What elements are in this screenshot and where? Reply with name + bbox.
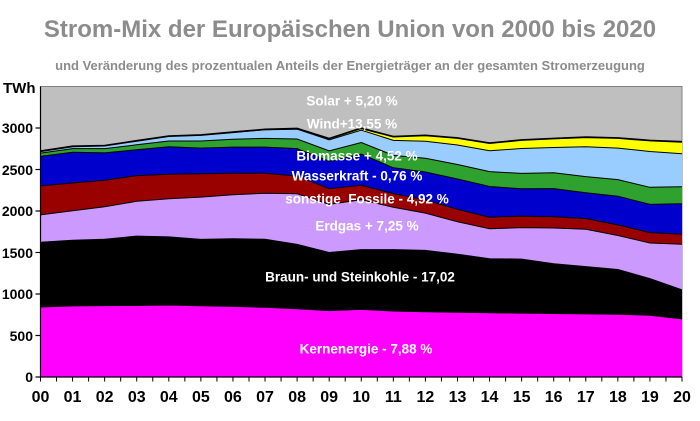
chart-title: Strom-Mix der Europäischen Union von 200… <box>43 16 657 43</box>
series-label-wind: Wind+13,55 % <box>306 116 398 132</box>
x-tick-label: 03 <box>127 389 146 406</box>
area-sonstige-fossile <box>40 173 682 245</box>
y-tick-label: 0 <box>25 369 33 385</box>
x-tick-label: 11 <box>384 389 402 406</box>
y-tick-label: 1000 <box>1 286 33 302</box>
x-tick-label: 04 <box>159 389 178 406</box>
y-tick-label: 500 <box>9 327 33 344</box>
series-label-sonstige-fossile: sonstige Fossile - 4,92 % <box>285 191 449 207</box>
x-tick-label: 15 <box>512 389 531 406</box>
x-tick-label: 02 <box>95 389 114 406</box>
series-label-solar: Solar + 5,20 % <box>306 93 398 109</box>
boundary-erdgas <box>40 192 683 245</box>
y-tick-label: 3000 <box>1 120 33 136</box>
x-tick-label: 16 <box>544 389 563 406</box>
x-tick-label: 00 <box>31 389 50 406</box>
x-tick-label: 07 <box>256 389 274 406</box>
area-solar <box>40 128 682 154</box>
x-tick-label: 14 <box>480 389 499 406</box>
area-erdgas <box>40 193 682 290</box>
area-biomasse <box>40 138 682 205</box>
series-label-braun-und-steinkohle: Braun- und Steinkohle - 17,02 <box>265 269 455 285</box>
y-axis-unit-label: TWh <box>3 80 36 97</box>
boundary-biomasse <box>40 137 683 188</box>
series-label-kernenergie: Kernenergie - 7,88 % <box>299 341 433 357</box>
x-tick-label: 17 <box>576 389 595 406</box>
area-wind <box>40 129 682 188</box>
series-label-biomasse: Biomasse + 4,52 % <box>296 148 418 164</box>
boundary-sonstige-fossile <box>40 172 683 235</box>
x-tick-label: 01 <box>63 389 82 406</box>
boundary-kernenergie <box>40 304 683 320</box>
boundary-braun-und-steinkohle <box>40 235 683 291</box>
x-tick-label: 20 <box>673 389 691 406</box>
x-tick-label: 09 <box>320 389 339 406</box>
x-tick-label: 08 <box>288 389 306 406</box>
x-tick-label: 10 <box>352 389 371 406</box>
series-label-wasserkraft: Wasserkraft - 0,76 % <box>291 168 423 184</box>
chart-subtitle: und Veränderung des prozentualen Anteils… <box>55 58 645 73</box>
x-tick-label: 13 <box>448 389 467 406</box>
area-kernenergie <box>40 305 682 377</box>
area-braun-und-steinkohle <box>40 236 682 319</box>
x-tick-label: 18 <box>608 389 627 406</box>
boundary-solar <box>40 127 683 153</box>
x-tick-label: 19 <box>641 389 659 406</box>
y-tick-label: 2500 <box>1 161 33 178</box>
x-tick-label: 05 <box>191 389 210 406</box>
series-label-erdgas: Erdgas + 7,25 % <box>315 218 419 234</box>
boundary-wasserkraft <box>40 146 683 205</box>
y-tick-label: 2000 <box>1 203 33 219</box>
y-tick-label: 1500 <box>1 244 33 261</box>
area-wasserkraft <box>40 146 682 235</box>
x-tick-label: 06 <box>224 389 242 406</box>
x-tick-label: 12 <box>416 389 435 406</box>
